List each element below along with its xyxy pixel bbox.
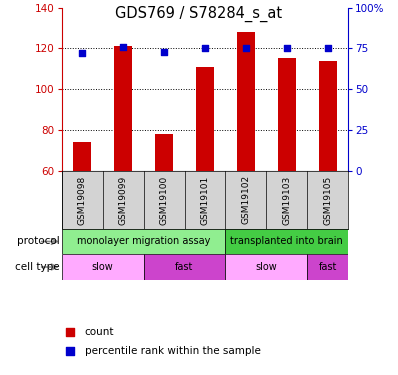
Bar: [114, 46, 132, 171]
Text: slow: slow: [92, 262, 113, 272]
Text: transplanted into brain: transplanted into brain: [230, 237, 343, 246]
Text: GSM19103: GSM19103: [282, 175, 291, 225]
Bar: [196, 67, 214, 171]
Text: protocol: protocol: [17, 237, 60, 246]
Point: [79, 50, 85, 56]
Text: GSM19099: GSM19099: [119, 175, 128, 225]
Point: [161, 48, 167, 54]
Text: GSM19101: GSM19101: [201, 175, 209, 225]
Bar: [237, 32, 255, 171]
Point: [67, 329, 74, 335]
Text: cell type: cell type: [15, 262, 60, 272]
Text: GDS769 / S78284_s_at: GDS769 / S78284_s_at: [115, 6, 283, 22]
Text: count: count: [85, 327, 114, 337]
Bar: [225, 254, 307, 280]
Text: monolayer migration assay: monolayer migration assay: [77, 237, 210, 246]
Bar: [144, 254, 225, 280]
Bar: [155, 134, 173, 171]
Bar: [278, 58, 296, 171]
Point: [243, 45, 249, 51]
Point: [67, 348, 74, 354]
Bar: [318, 60, 337, 171]
Bar: [225, 229, 348, 254]
Text: fast: fast: [175, 262, 194, 272]
Point: [325, 45, 331, 51]
Bar: [307, 254, 348, 280]
Bar: [73, 142, 92, 171]
Point: [120, 44, 126, 50]
Point: [284, 45, 290, 51]
Text: fast: fast: [318, 262, 337, 272]
Bar: [62, 229, 225, 254]
Text: GSM19102: GSM19102: [242, 175, 250, 224]
Point: [202, 45, 208, 51]
Bar: [62, 254, 144, 280]
Text: GSM19100: GSM19100: [160, 175, 168, 225]
Text: GSM19098: GSM19098: [78, 175, 87, 225]
Text: GSM19105: GSM19105: [323, 175, 332, 225]
Text: slow: slow: [256, 262, 277, 272]
Text: percentile rank within the sample: percentile rank within the sample: [85, 346, 260, 355]
